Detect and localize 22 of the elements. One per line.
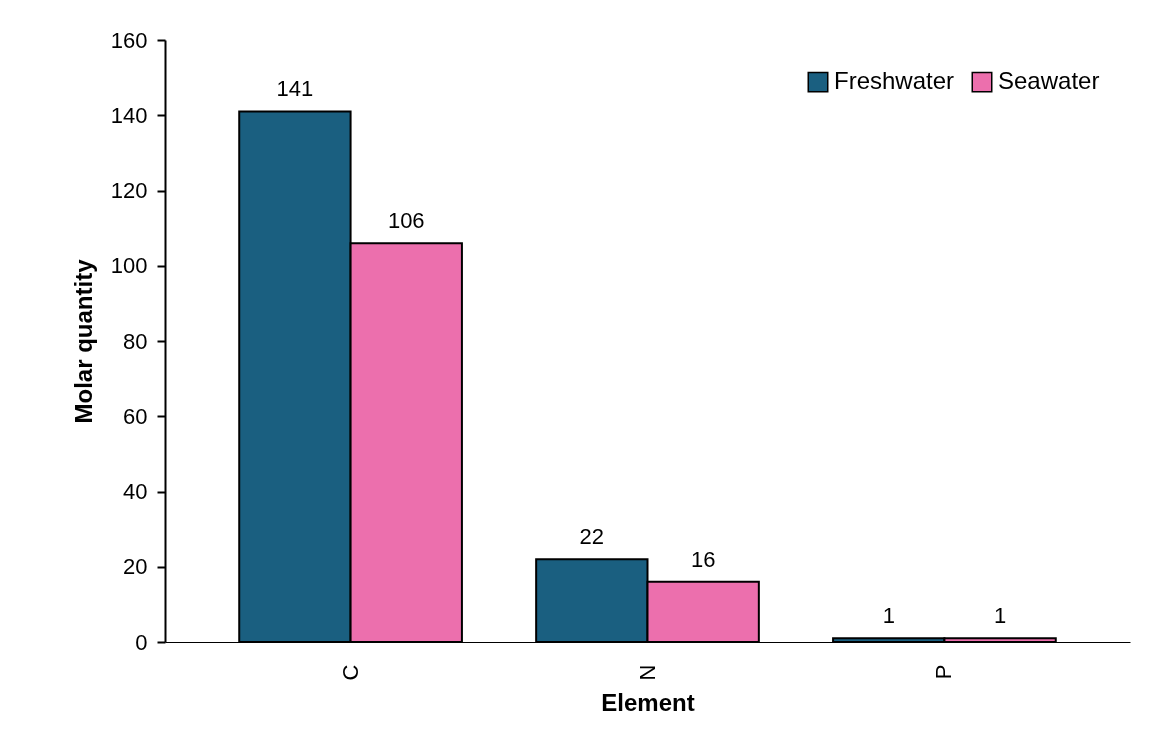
data-label: 1 (993, 603, 1007, 629)
y-axis-title: Molar quantity (69, 258, 97, 424)
y-tick-label: 120 (110, 178, 148, 203)
data-label: 16 (690, 546, 716, 572)
y-tick-label: 100 (110, 253, 148, 279)
y-tick-label: 20 (123, 554, 148, 580)
x-tick-label: P (931, 664, 957, 680)
data-label: 141 (276, 76, 314, 102)
y-tick-label: 40 (123, 479, 148, 504)
y-tick-label: 60 (123, 403, 148, 429)
y-tick-label: 160 (110, 27, 148, 53)
y-tick-label: 80 (123, 328, 148, 354)
legend-label: Seawater (998, 67, 1100, 95)
data-label: 22 (579, 524, 605, 550)
x-tick-label: N (634, 664, 660, 681)
x-axis-title: Element (601, 689, 695, 717)
y-tick-label: 140 (110, 102, 148, 128)
data-label: 106 (387, 208, 425, 234)
x-tick-label: C (337, 664, 363, 681)
data-label: 1 (882, 603, 895, 629)
legend-label: Freshwater (834, 67, 955, 95)
y-tick-label: 0 (135, 629, 148, 655)
